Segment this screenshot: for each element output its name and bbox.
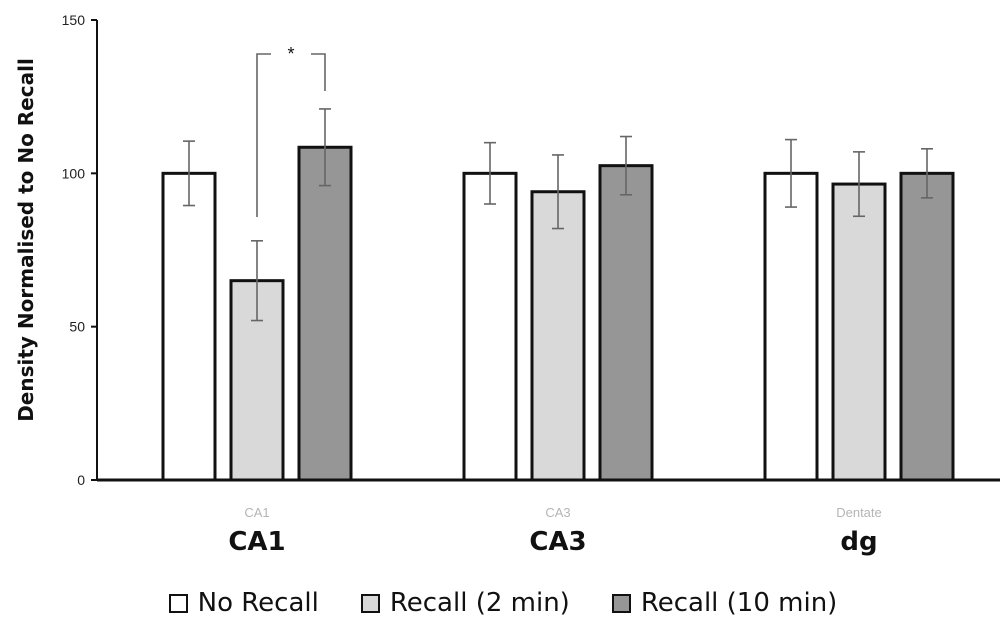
y-axis-label: Density Normalised to No Recall [14,58,38,422]
bars [161,108,955,482]
legend-label: Recall (10 min) [640,588,838,618]
legend-swatch [168,593,188,613]
bar [161,171,217,482]
legend-item: No Recall [168,588,319,618]
legend-item: Recall (10 min) [611,588,838,618]
bar [831,182,887,482]
bar [763,171,819,482]
y-tick-label: 150 [62,12,86,28]
bar-chart: 0 50 100 150 CA1 CA1 CA3 CA3 Dentate dg * Density… [14,12,1000,557]
significance-label: * [287,44,294,64]
bar [530,190,586,482]
labels: CA1 CA1 CA3 CA3 Dentate dg * [228,44,881,557]
bar [598,164,654,482]
legend-label: No Recall [197,588,319,618]
category-sublabel: CA3 [545,505,570,520]
bar [899,171,955,482]
bar [297,145,353,482]
y-tick-label: 100 [62,165,86,181]
legend-label: Recall (2 min) [389,588,570,618]
bar [462,171,518,482]
category-label: CA1 [228,527,285,557]
category-label: dg [840,527,877,557]
category-sublabel: Dentate [836,505,882,520]
category-label: CA3 [529,527,586,557]
y-tick-label: 50 [69,319,85,335]
legend-swatch [360,593,380,613]
legend-item: Recall (2 min) [360,588,570,618]
legend: No Recall Recall (2 min) Recall (10 min) [0,588,1006,618]
category-sublabel: CA1 [244,505,269,520]
y-tick-label: 0 [77,472,85,488]
significance-bracket [311,53,326,91]
legend-swatch [611,593,631,613]
significance-bracket [256,53,271,217]
